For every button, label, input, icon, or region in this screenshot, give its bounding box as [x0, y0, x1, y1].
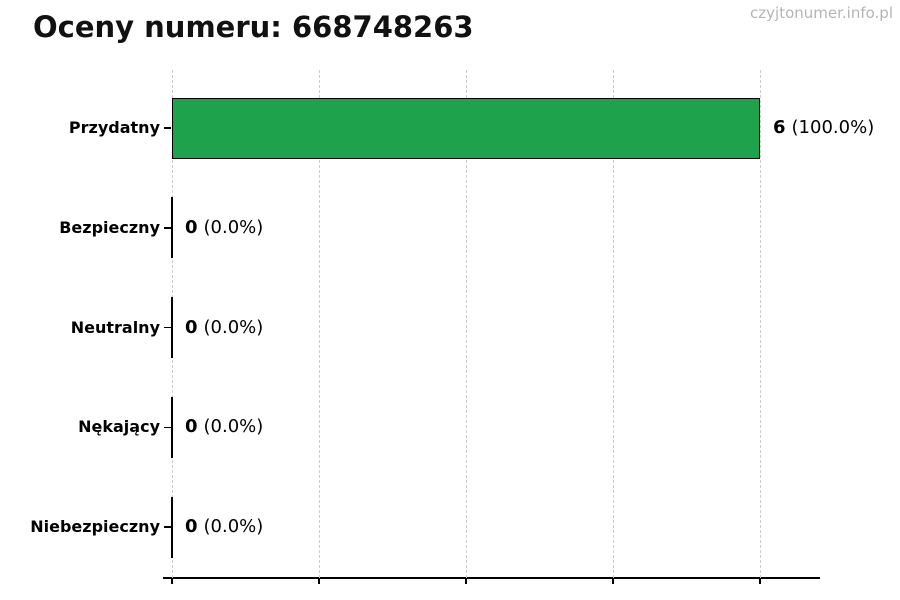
value-label: 6 (100.0%) — [773, 117, 874, 139]
value-count: 6 — [773, 117, 786, 138]
value-percent: (0.0%) — [203, 216, 264, 238]
zero-bar — [170, 396, 173, 458]
y-axis-tick — [164, 526, 171, 528]
x-axis-tick — [759, 578, 761, 584]
y-axis-tick — [164, 227, 171, 229]
x-gridline — [612, 70, 614, 578]
y-axis-tick — [164, 127, 171, 129]
category-label: Przydatny — [68, 118, 160, 137]
chart-title: Oceny numeru: 668748263 — [33, 10, 474, 44]
category-label: Neutralny — [70, 317, 160, 337]
value-label: 0 (0.0%) — [185, 516, 263, 538]
x-axis-tick — [612, 578, 614, 584]
y-axis-tick — [164, 426, 171, 428]
x-axis-tick — [465, 578, 467, 584]
category-label: Nękający — [78, 417, 160, 437]
value-count: 0 — [185, 216, 198, 238]
value-percent: (0.0%) — [203, 316, 264, 338]
zero-bar — [170, 297, 173, 358]
x-gridline — [465, 70, 467, 578]
value-percent: (0.0%) — [203, 516, 264, 537]
value-label: 0 (0.0%) — [185, 217, 263, 239]
value-label: 0 (0.0%) — [185, 317, 263, 339]
zero-bar — [170, 496, 173, 558]
x-gridline — [759, 70, 761, 578]
value-count: 0 — [185, 416, 198, 438]
bar — [172, 97, 760, 159]
x-axis-line — [163, 576, 820, 579]
category-label: Niebezpieczny — [30, 517, 160, 536]
watermark: czyjtonumer.info.pl — [750, 4, 893, 22]
category-label: Bezpieczny — [59, 217, 160, 237]
value-percent: (100.0%) — [791, 117, 875, 138]
x-axis-tick — [318, 578, 320, 584]
x-gridline — [318, 70, 320, 578]
value-percent: (0.0%) — [203, 416, 264, 438]
x-axis-tick — [171, 578, 173, 584]
y-axis-tick — [164, 326, 171, 329]
zero-bar — [170, 197, 173, 259]
value-count: 0 — [185, 316, 198, 338]
value-count: 0 — [185, 516, 198, 537]
value-label: 0 (0.0%) — [185, 416, 263, 438]
